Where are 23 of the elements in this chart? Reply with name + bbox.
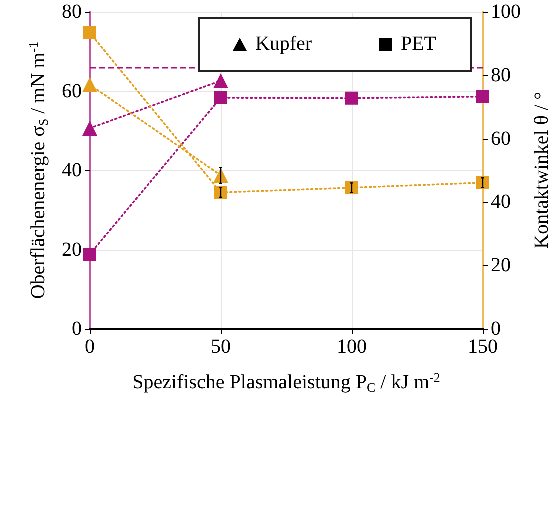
y-tick-label: 0 bbox=[72, 318, 82, 340]
point bbox=[84, 26, 96, 40]
point bbox=[476, 176, 490, 190]
point bbox=[214, 186, 228, 200]
y2-axis-title: Kontaktwinkel θ / ° bbox=[530, 92, 553, 250]
point bbox=[214, 91, 228, 104]
y2-tick-label: 40 bbox=[491, 191, 511, 214]
point bbox=[476, 90, 490, 104]
point bbox=[346, 92, 358, 105]
y-tick-label: 80 bbox=[62, 1, 82, 23]
y-tick-label: 20 bbox=[62, 238, 82, 261]
y2-tick-label: 20 bbox=[491, 254, 511, 277]
y2-tick-label: 100 bbox=[491, 1, 521, 23]
annotation: Kupfer bbox=[255, 33, 312, 56]
y-tick-label: 60 bbox=[62, 80, 82, 102]
y-tick-label: 40 bbox=[62, 160, 82, 182]
x-tick-label: 100 bbox=[337, 336, 367, 358]
annotation: PET bbox=[400, 33, 437, 56]
x-tick-label: 50 bbox=[211, 336, 231, 358]
y2-tick-label: 60 bbox=[491, 128, 511, 150]
y-axis-title: Oberflächenenergie σS / mN m-1 bbox=[26, 42, 51, 300]
y2-tick-label: 80 bbox=[491, 64, 511, 86]
point bbox=[84, 248, 96, 262]
